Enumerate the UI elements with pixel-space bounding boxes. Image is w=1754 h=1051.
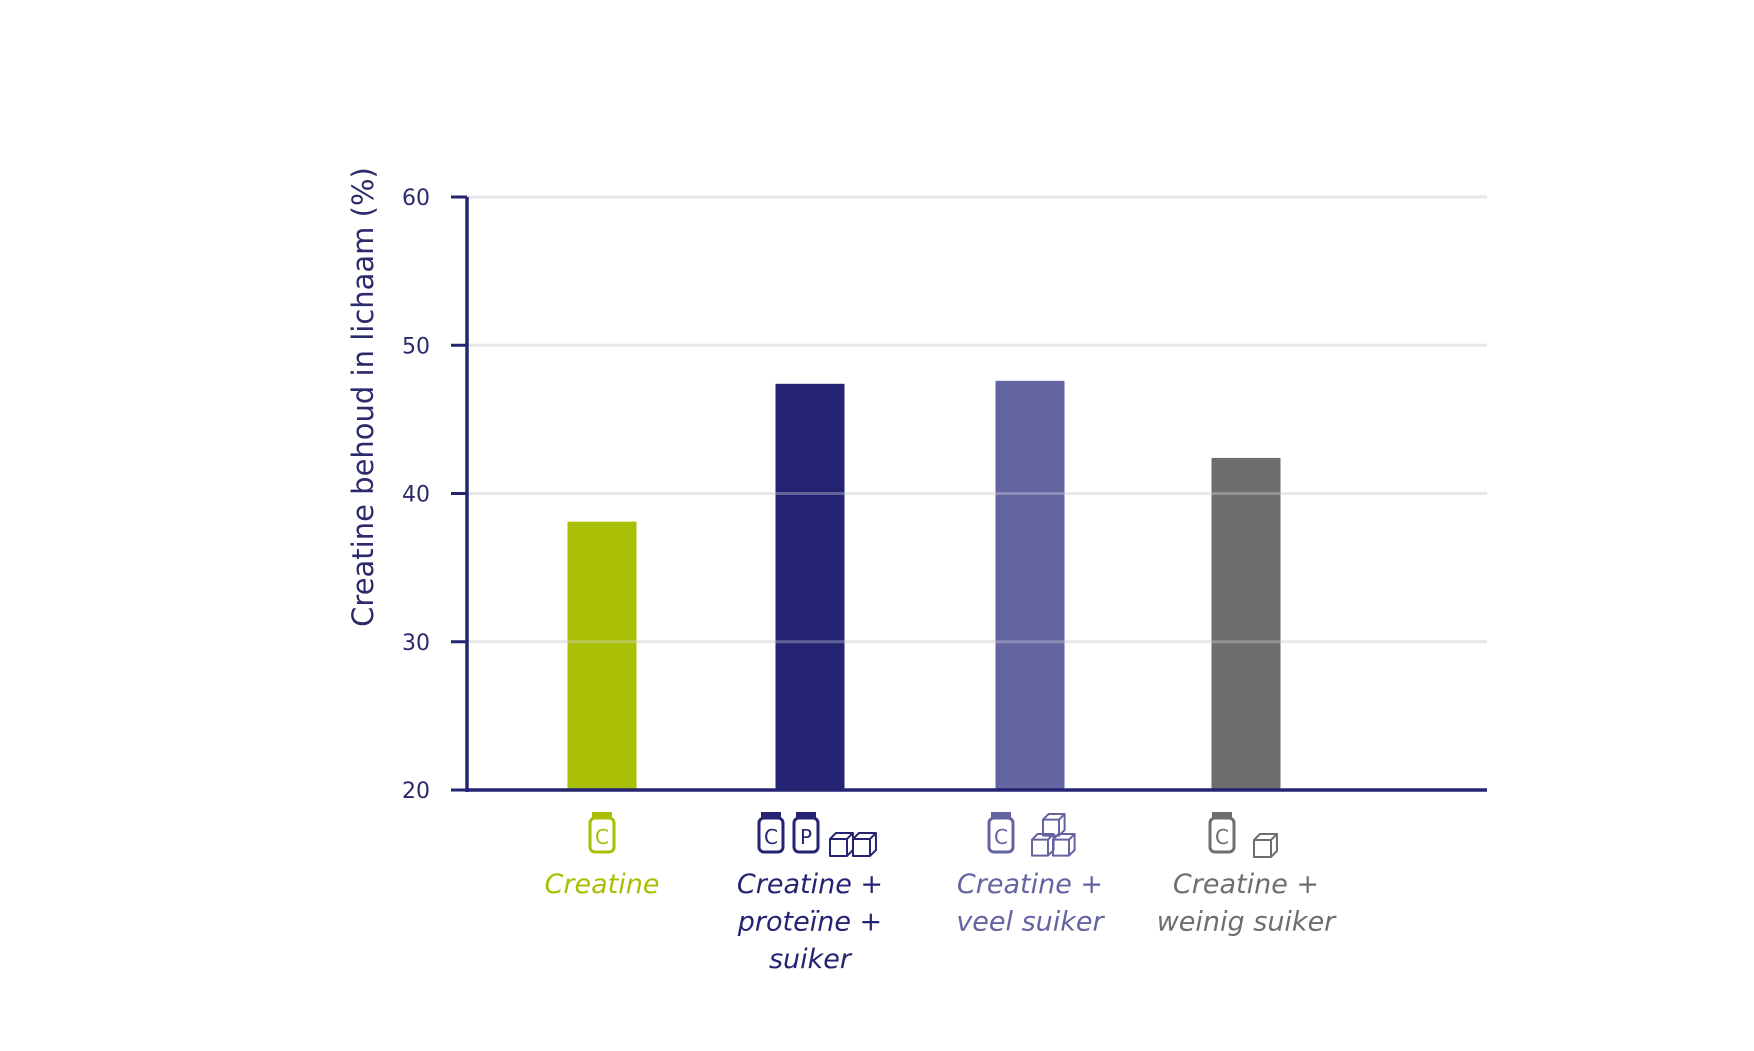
gridline-overlay bbox=[467, 195, 1487, 644]
bar-3 bbox=[995, 380, 1065, 790]
category-label-2-line-3: suiker bbox=[769, 944, 853, 975]
category-label-1-line-1: Creatine bbox=[545, 869, 660, 900]
category-label-4: Creatine + weinig suiker bbox=[1157, 869, 1337, 938]
y-tick-labels: 20 30 40 50 60 bbox=[402, 186, 467, 804]
category-label-2: Creatine + proteïne + suiker bbox=[737, 869, 883, 975]
bar-4 bbox=[1211, 457, 1281, 790]
category-labels: Creatine Creatine + proteïne + suikerCreati… bbox=[545, 869, 1338, 975]
category-label-2-line-2: proteïne + bbox=[737, 907, 882, 938]
category-label-3: Creatine + veel suiker bbox=[956, 869, 1105, 938]
protein-jar-icon: P bbox=[792, 812, 820, 854]
y-tick-label-30: 30 bbox=[402, 631, 430, 656]
gridlines bbox=[467, 195, 1487, 644]
svg-text:C: C bbox=[595, 825, 609, 849]
sugar-cube-icon bbox=[829, 832, 854, 857]
category-label-1: Creatine bbox=[545, 869, 660, 900]
sugar-cube-icon bbox=[852, 832, 877, 857]
bar-2 bbox=[775, 383, 845, 790]
category-label-2-line-1: Creatine + bbox=[737, 869, 883, 900]
creatine-jar-icon: C bbox=[1208, 812, 1236, 854]
sugar-cubes-stack-icon bbox=[1031, 813, 1076, 857]
category-label-4-line-2: weinig suiker bbox=[1157, 907, 1337, 938]
y-tick-label-60: 60 bbox=[402, 186, 430, 211]
svg-text:C: C bbox=[994, 825, 1008, 849]
creatine-jar-icon: C bbox=[588, 812, 616, 854]
svg-text:C: C bbox=[764, 825, 778, 849]
category-label-3-line-2: veel suiker bbox=[956, 907, 1105, 938]
y-tick-label-40: 40 bbox=[402, 483, 430, 508]
creatine-jar-icon: C bbox=[987, 812, 1015, 854]
bars bbox=[567, 380, 1281, 790]
sugar-cube-icon bbox=[1253, 833, 1278, 858]
category-label-3-line-1: Creatine + bbox=[957, 869, 1103, 900]
creatine-jar-icon: C bbox=[757, 812, 785, 854]
svg-text:P: P bbox=[800, 825, 812, 849]
y-tick-label-20: 20 bbox=[402, 779, 430, 804]
svg-text:C: C bbox=[1215, 825, 1229, 849]
y-tick-label-50: 50 bbox=[402, 334, 430, 359]
bar-1 bbox=[567, 521, 637, 790]
category-label-4-line-1: Creatine + bbox=[1173, 869, 1319, 900]
y-axis-label: Creatine behoud in lichaam (%) bbox=[346, 167, 380, 627]
